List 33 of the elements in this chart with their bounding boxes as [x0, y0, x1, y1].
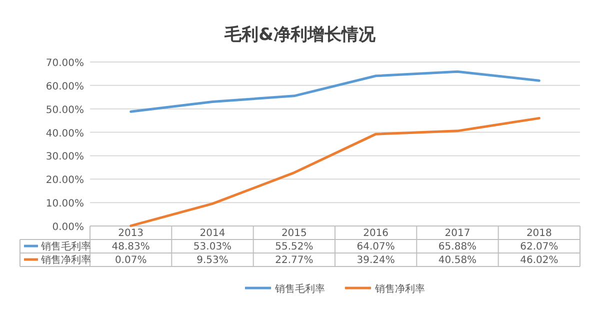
data-label: 46.02%	[520, 255, 558, 266]
data-label: 48.83%	[112, 242, 150, 252]
x-tick-label: 2015	[281, 228, 307, 239]
y-tick-label: 50.00%	[46, 104, 84, 116]
line-series	[130, 116, 540, 228]
data-label: 0.07%	[114, 255, 147, 266]
y-tick-label: 40.00%	[46, 128, 84, 140]
y-tick-label: 30.00%	[46, 152, 84, 163]
y-tick-label: 20.00%	[46, 175, 84, 186]
legend-label: 销售毛利率	[40, 240, 91, 252]
data-label: 39.24%	[356, 255, 395, 266]
y-tick-label: 70.00%	[46, 58, 84, 69]
x-tick-label: 2014	[200, 228, 226, 239]
y-tick-label: 0.00%	[52, 222, 84, 233]
x-tick-label: 2016	[363, 228, 389, 239]
x-tick-label: 2013	[118, 228, 144, 239]
chart-title: 毛利&净利增长情况	[224, 25, 376, 45]
data-label: 22.77%	[275, 255, 314, 266]
y-tick-label: 10.00%	[46, 198, 84, 210]
data-label: 53.03%	[193, 242, 232, 252]
legend-label: 销售净利率	[40, 254, 91, 266]
x-tick-label: 2018	[526, 228, 552, 239]
x-tick-label: 2017	[444, 228, 470, 239]
data-label: 62.07%	[520, 242, 558, 252]
text: 销售毛利率	[275, 284, 325, 295]
data-label: 9.53%	[196, 255, 228, 266]
text: 销售净利率	[375, 284, 425, 295]
data-label: 65.88%	[438, 242, 477, 252]
data-label: 64.07%	[356, 242, 395, 252]
y-tick-label: 60.00%	[46, 81, 84, 92]
data-label: 40.58%	[438, 255, 477, 266]
data-label: 55.52%	[275, 242, 314, 252]
line-series	[130, 70, 540, 113]
